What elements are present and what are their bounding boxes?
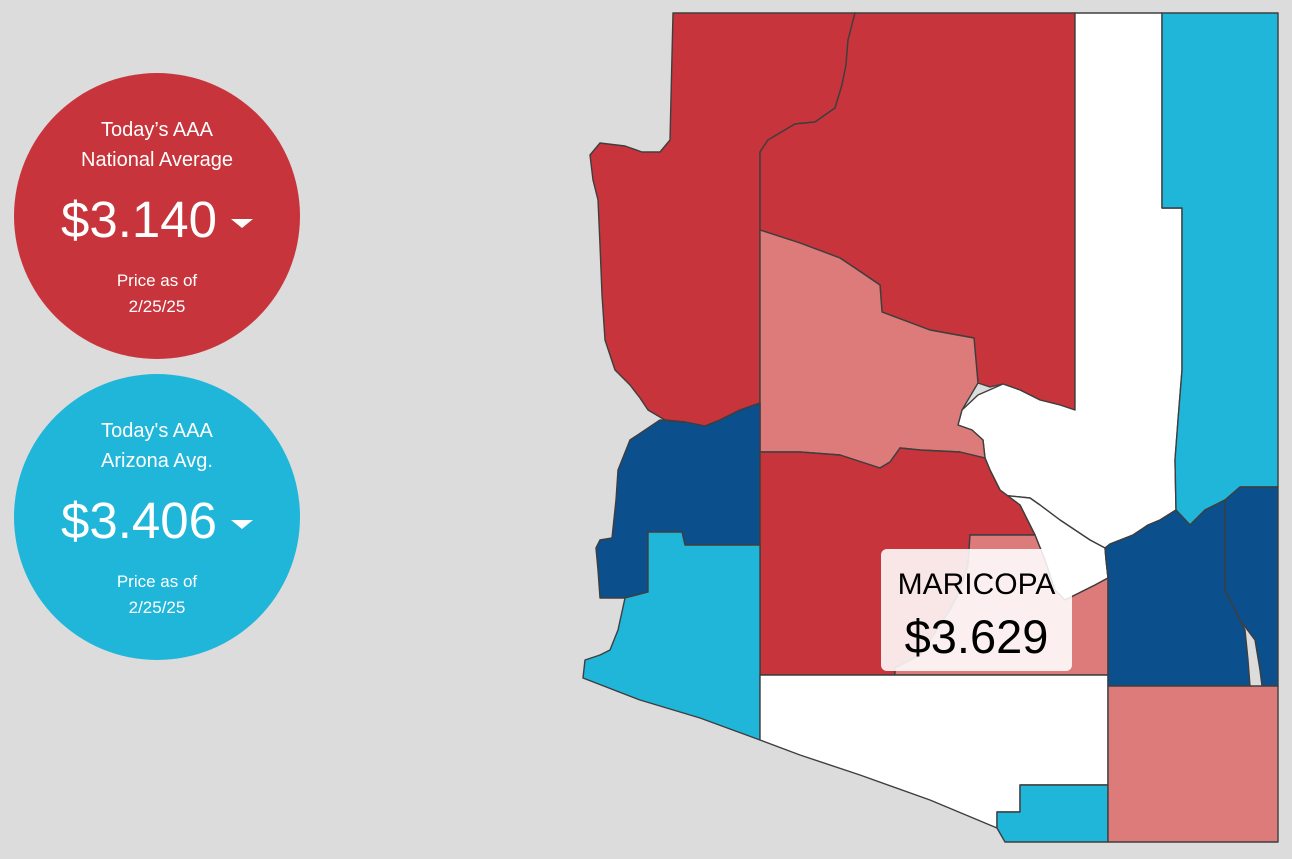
- national-title-line1: Today’s AAA: [101, 119, 213, 141]
- state-average-badge: Today's AAA Arizona Avg. $3.406 Price as…: [14, 374, 300, 660]
- caret-down-icon: [231, 520, 253, 530]
- state-title-line2: Arizona Avg.: [101, 450, 213, 472]
- county-cochise[interactable]: [1107, 685, 1279, 843]
- county-greenlee[interactable]: [1224, 486, 1279, 687]
- state-asof-date: 2/25/25: [128, 598, 186, 617]
- tooltip-county-price: $3.629: [904, 610, 1049, 663]
- state-price-row: $3.406: [14, 491, 300, 551]
- county-yuma[interactable]: [582, 531, 761, 741]
- national-asof-label: Price as of: [116, 271, 198, 290]
- county-graham[interactable]: [1104, 499, 1251, 687]
- national-price-date: Price as of 2/25/25: [14, 268, 300, 320]
- state-price-date: Price as of 2/25/25: [14, 569, 300, 621]
- national-average-title: Today’s AAA National Average: [14, 115, 300, 175]
- national-title-line2: National Average: [81, 149, 233, 171]
- national-price-row: $3.140: [14, 190, 300, 250]
- caret-down-icon: [231, 219, 253, 229]
- national-average-price: $3.140: [61, 191, 217, 248]
- state-average-title: Today's AAA Arizona Avg.: [14, 416, 300, 476]
- tooltip-county-name: MARICOPA: [897, 568, 1056, 601]
- national-average-badge: Today’s AAA National Average $3.140 Pric…: [14, 73, 300, 359]
- county-tooltip: MARICOPA $3.629: [881, 549, 1072, 671]
- national-asof-date: 2/25/25: [128, 297, 186, 316]
- state-title-line1: Today's AAA: [101, 420, 213, 442]
- state-average-price: $3.406: [61, 492, 217, 549]
- state-asof-label: Price as of: [116, 572, 198, 591]
